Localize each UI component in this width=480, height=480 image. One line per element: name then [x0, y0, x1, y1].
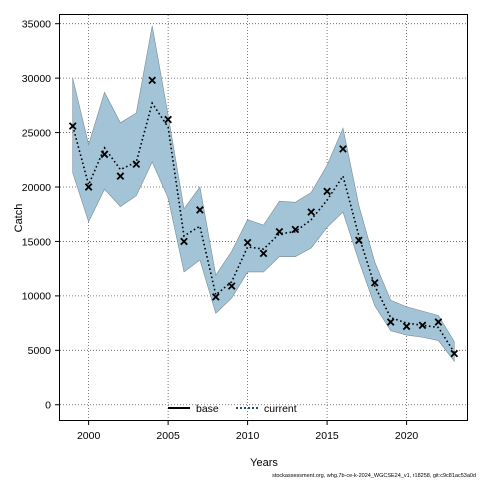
marker-stroke — [68, 122, 77, 130]
data-point-marker-2008 — [211, 293, 220, 301]
marker-stroke — [211, 293, 220, 301]
data-point-marker-2023 — [450, 349, 459, 358]
data-point-marker-2017 — [355, 236, 363, 245]
marker-stroke — [164, 115, 172, 124]
observed-markers — [68, 76, 459, 358]
plot-frame — [59, 14, 468, 421]
marker-stroke — [450, 349, 459, 358]
data-point-marker-2022 — [434, 318, 443, 326]
marker-stroke — [434, 318, 443, 326]
y-tick-label-20000: 20000 — [22, 182, 51, 194]
x-tick-label-2005: 2005 — [156, 430, 180, 442]
data-point-marker-2012 — [275, 227, 284, 236]
data-point-marker-2011 — [259, 249, 268, 258]
data-point-marker-2014 — [307, 208, 316, 216]
data-point-marker-2007 — [196, 206, 204, 214]
y-axis-title: Catch — [13, 204, 25, 233]
marker-stroke — [227, 282, 236, 290]
x-axis-ticks: 2000 2005 2010 2015 2020 — [77, 420, 418, 442]
marker-stroke — [275, 227, 284, 236]
y-tick-label-0: 0 — [45, 400, 51, 412]
marker-stroke — [386, 318, 395, 326]
marker-stroke — [307, 208, 316, 216]
marker-stroke — [180, 237, 188, 246]
series-line-current — [71, 101, 455, 353]
marker-stroke — [196, 206, 204, 214]
x-axis-title: Years — [250, 457, 278, 469]
y-tick-label-15000: 15000 — [22, 236, 51, 248]
marker-stroke — [148, 76, 157, 85]
data-point-marker-2002 — [116, 172, 125, 180]
marker-stroke — [259, 249, 268, 258]
marker-stroke — [132, 160, 141, 168]
data-point-marker-2020 — [402, 322, 411, 331]
data-point-marker-1999 — [68, 122, 77, 130]
x-tick-label-2020: 2020 — [395, 430, 419, 442]
data-point-marker-2009 — [227, 282, 236, 290]
data-point-marker-2019 — [386, 318, 395, 326]
marker-stroke — [323, 187, 331, 196]
legend: base current — [168, 403, 297, 415]
data-point-marker-2015 — [323, 187, 331, 196]
marker-stroke — [339, 145, 347, 153]
y-tick-label-35000: 35000 — [22, 19, 51, 31]
marker-stroke — [84, 183, 93, 191]
data-point-marker-2005 — [164, 115, 172, 124]
y-tick-label-30000: 30000 — [22, 73, 51, 85]
x-tick-label-2015: 2015 — [315, 430, 339, 442]
y-tick-label-5000: 5000 — [28, 345, 52, 357]
data-point-marker-2004 — [148, 76, 157, 85]
data-point-marker-2018 — [370, 278, 379, 287]
data-point-marker-2010 — [243, 238, 252, 247]
marker-stroke — [355, 236, 363, 245]
x-tick-label-2000: 2000 — [77, 430, 101, 442]
data-point-marker-2000 — [84, 183, 93, 191]
grid-lines — [60, 15, 467, 420]
data-point-marker-2001 — [100, 150, 109, 159]
data-point-marker-2006 — [180, 237, 188, 246]
footer-text: stockassessment.org, whg.7b-ce-k-2024_WG… — [272, 473, 476, 479]
marker-stroke — [116, 172, 125, 180]
marker-stroke — [402, 322, 411, 331]
legend-label-current: current — [264, 403, 297, 415]
marker-stroke — [291, 225, 300, 234]
marker-stroke — [100, 150, 109, 159]
marker-stroke — [418, 321, 427, 330]
data-point-marker-2003 — [132, 160, 141, 168]
data-point-marker-2016 — [339, 145, 347, 153]
confidence-band-current — [72, 25, 455, 363]
data-point-marker-2021 — [418, 321, 427, 330]
legend-label-base: base — [196, 403, 219, 415]
marker-stroke — [370, 278, 379, 287]
y-tick-label-25000: 25000 — [22, 127, 51, 139]
x-tick-label-2010: 2010 — [236, 430, 260, 442]
y-tick-label-10000: 10000 — [22, 291, 51, 303]
marker-stroke — [243, 238, 252, 247]
y-axis-ticks: 0 5000 10000 15000 20000 25000 30000 35000 — [22, 19, 60, 412]
data-point-marker-2013 — [291, 225, 300, 234]
